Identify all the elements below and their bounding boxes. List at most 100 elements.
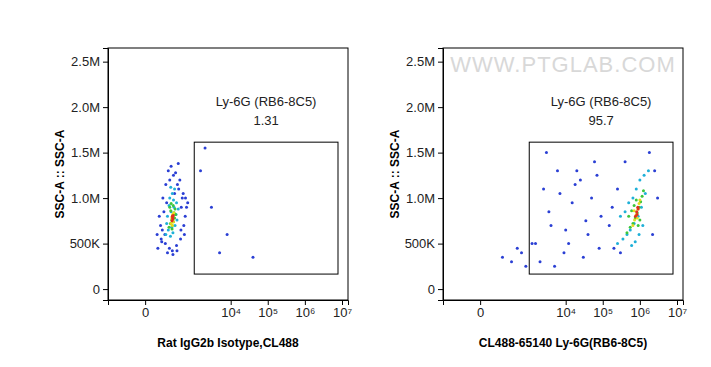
plot-area [156, 142, 338, 274]
event-point [642, 189, 645, 192]
plot-frame [443, 48, 683, 300]
x-tick: 10⁵ [593, 300, 613, 320]
event-point [174, 208, 177, 211]
y-axis-title: SSC-A :: SSC-A [388, 129, 402, 218]
y-tick-mark [438, 62, 443, 63]
gate [529, 142, 673, 274]
event-point [630, 244, 633, 247]
event-point [590, 197, 593, 200]
event-point [169, 209, 172, 212]
event-point [251, 256, 254, 259]
y-tick: 1.5M [406, 145, 443, 160]
event-point [582, 256, 585, 259]
y-tick-label: 1.0M [406, 191, 435, 206]
event-point [171, 215, 174, 218]
y-tick-mark [103, 198, 108, 199]
x-tick-label: 10⁶ [295, 305, 315, 320]
event-point [168, 226, 171, 229]
x-axis-title: Rat IgG2b Isotype,CL488 [157, 336, 299, 350]
event-point [171, 192, 174, 195]
event-point [171, 215, 174, 218]
x-tick: 10⁷ [333, 300, 352, 320]
event-point [166, 251, 169, 254]
event-point [534, 242, 537, 245]
event-point [636, 213, 639, 216]
y-tick-mark [438, 244, 443, 245]
event-point [542, 188, 545, 191]
x-tick-label: 10⁴ [221, 305, 241, 320]
event-point [185, 206, 188, 209]
density-series [634, 206, 640, 218]
y-tick-mark [438, 107, 443, 108]
event-point [611, 206, 614, 209]
gate-name: Ly-6G (RB6-8C5) [216, 94, 317, 109]
density-series [625, 189, 644, 234]
y-tick: 0 [428, 282, 443, 297]
event-point [647, 169, 650, 172]
event-point [177, 188, 180, 191]
y-tick: 2.0M [406, 100, 443, 115]
y-tick-mark [103, 153, 108, 154]
event-point [631, 197, 634, 200]
y-tick-mark [103, 62, 108, 63]
event-point [624, 160, 627, 163]
event-point [619, 251, 622, 254]
event-point [171, 231, 174, 234]
event-point [183, 233, 186, 236]
event-point [638, 178, 641, 181]
event-point [182, 192, 185, 195]
y-tick-label: 500K [405, 236, 436, 251]
event-point [629, 228, 632, 231]
event-point [171, 224, 174, 227]
event-point [571, 201, 574, 204]
event-point [638, 202, 641, 205]
event-point [171, 253, 174, 256]
gate [194, 142, 338, 274]
event-point [600, 215, 603, 218]
event-point [164, 233, 167, 236]
event-point [161, 197, 164, 200]
event-point [625, 231, 628, 234]
density-series [168, 202, 178, 230]
x-tick-label: 10⁵ [593, 305, 613, 320]
event-point [574, 183, 577, 186]
event-point [160, 240, 163, 243]
event-point [158, 215, 161, 218]
event-point [178, 178, 181, 181]
event-point [168, 197, 171, 200]
x-axis-title: CL488-65140 Ly-6G(RB6-8C5) [479, 336, 647, 350]
event-point [164, 242, 167, 245]
event-point [218, 251, 221, 254]
event-point [168, 178, 171, 181]
event-point [159, 224, 162, 227]
x-tick: 10⁷ [668, 300, 687, 320]
y-tick-label: 0 [93, 282, 100, 297]
x-tick: 10⁶ [295, 300, 315, 320]
density-series [171, 214, 175, 222]
event-point [501, 256, 504, 259]
panel: Ly-6G (RB6-8C5)95.7010⁴10⁵10⁶10⁷0500K1.0… [388, 48, 687, 350]
figure: Ly-6G (RB6-8C5)1.31010⁴10⁵10⁶10⁷0500K1.0… [0, 0, 711, 367]
event-point [631, 224, 634, 227]
event-point [598, 247, 601, 250]
event-point [635, 210, 638, 213]
y-tick-mark [103, 244, 108, 245]
event-point [164, 183, 167, 186]
density-series [501, 151, 659, 268]
y-tick-label: 2.5M [406, 54, 435, 69]
x-tick-label: 10⁷ [333, 305, 352, 320]
event-point [175, 218, 178, 221]
event-point [633, 204, 636, 207]
event-point [167, 169, 170, 172]
y-tick-label: 1.5M [406, 145, 435, 160]
x-tick-label: 10⁴ [556, 305, 576, 320]
event-point [176, 183, 179, 186]
x-tick: 0 [142, 300, 149, 320]
y-axis-line [438, 49, 444, 301]
event-point [165, 222, 168, 225]
event-point [180, 206, 183, 209]
event-point [177, 208, 180, 211]
event-point [173, 188, 176, 191]
x-tick-label: 10⁷ [668, 305, 687, 320]
y-tick: 1.0M [406, 191, 443, 206]
